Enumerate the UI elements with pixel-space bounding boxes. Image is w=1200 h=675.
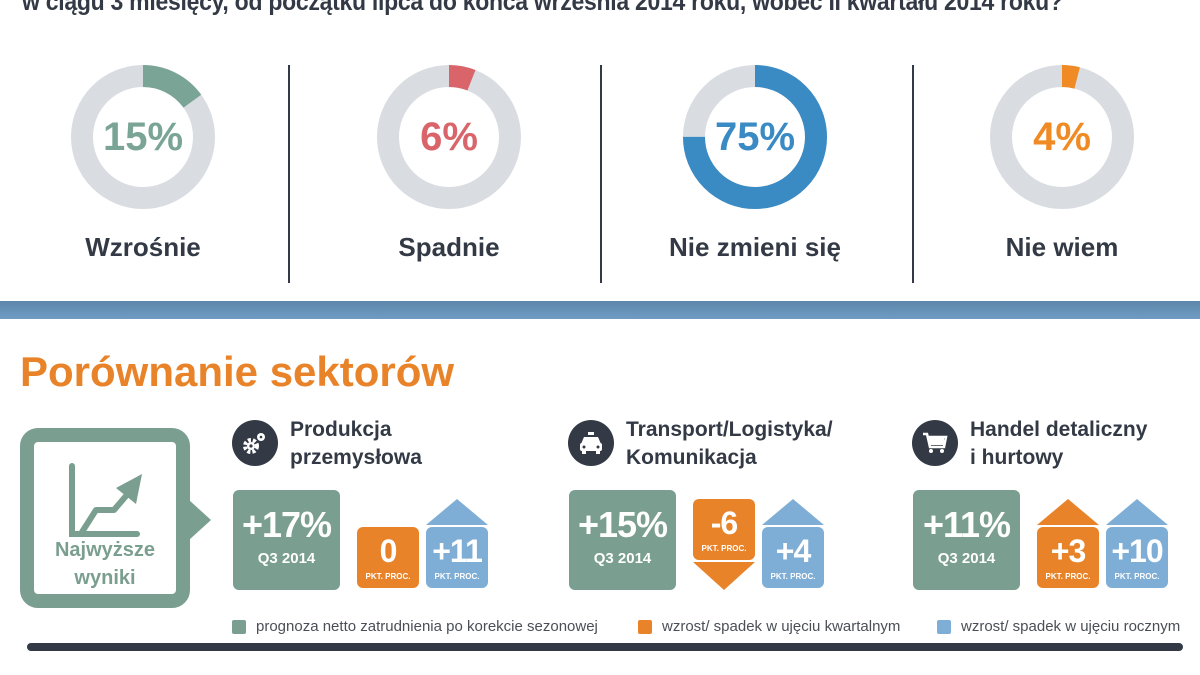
quarterly-change-unit: PKT. PROC.: [365, 572, 411, 581]
divider: [288, 65, 290, 283]
donut-value: 75%: [714, 115, 796, 159]
shopping-cart-icon: [912, 420, 958, 466]
donut-0: 15%: [68, 62, 218, 212]
sector-title: Produkcja przemysłowa: [290, 416, 422, 472]
donut-3: 4%: [987, 62, 1137, 212]
donut-value: 4%: [1033, 115, 1091, 159]
donut-label: Spadnie: [398, 232, 500, 262]
arrow-up-icon: [1106, 499, 1168, 525]
donut-1: 6%: [374, 62, 524, 212]
yearly-change-unit: PKT. PROC.: [770, 572, 816, 581]
forecast-period: Q3 2014: [257, 550, 316, 567]
legend-item: wzrost/ spadek w ujęciu rocznym: [937, 618, 1180, 635]
donut-value: 6%: [420, 115, 478, 159]
arrow-up-icon: [1037, 499, 1099, 525]
sector-title: Transport/Logistyka/Komunikacja: [626, 416, 833, 472]
forecast-value: +11%: [922, 504, 1011, 545]
donut-value: 15%: [102, 115, 184, 159]
top-label-line1: Najwyższe: [54, 539, 156, 561]
arrow-up-icon: [426, 499, 488, 525]
top-results-box: [20, 428, 190, 608]
sector-title-line1: Handel detaliczny: [970, 418, 1148, 441]
rising-chart-icon: [69, 463, 142, 537]
divider: [912, 65, 914, 283]
sector-title-line1: Produkcja: [290, 418, 392, 441]
donut-label: Nie zmieni się: [669, 232, 841, 262]
sector-title-line2: Komunikacja: [626, 446, 757, 469]
top-results-label: Najwyższe wyniki: [34, 536, 176, 592]
yearly-change-box: +10 PKT. PROC.: [1106, 527, 1168, 588]
legend-swatch: [937, 619, 951, 634]
yearly-change-box: +4 PKT. PROC.: [762, 527, 824, 588]
taxi-icon: [568, 420, 614, 466]
footer-bar: [27, 643, 1183, 651]
quarterly-change-box: 0 PKT. PROC.: [357, 527, 419, 588]
section-separator-band: [0, 301, 1200, 319]
forecast-box: +17% Q3 2014: [233, 490, 340, 590]
yearly-change-unit: PKT. PROC.: [434, 572, 480, 581]
forecast-period: Q3 2014: [937, 550, 996, 567]
forecast-box: +15% Q3 2014: [569, 490, 676, 590]
top-label-line2: wyniki: [74, 567, 136, 589]
donut-2: 75%: [680, 62, 830, 212]
donut-slice: [71, 65, 215, 209]
quarterly-change-box: +3 PKT. PROC.: [1037, 527, 1099, 588]
gears-icon: [232, 420, 278, 466]
forecast-value: +15%: [577, 504, 668, 545]
forecast-period: Q3 2014: [593, 550, 652, 567]
legend-label: wzrost/ spadek w ujęciu kwartalnym: [662, 618, 901, 635]
legend-swatch: [638, 619, 652, 634]
sector-title-line2: przemysłowa: [290, 446, 422, 469]
pointer-arrow: [189, 500, 211, 540]
yearly-change-value: +11: [432, 533, 483, 569]
forecast-value: +17%: [241, 504, 332, 545]
divider: [600, 65, 602, 283]
quarterly-change-value: 0: [379, 533, 398, 569]
quarterly-change-unit: PKT. PROC.: [1045, 572, 1091, 581]
sector-title-line2: i hurtowy: [970, 446, 1064, 469]
forecast-box: +11% Q3 2014: [913, 490, 1020, 590]
yearly-change-unit: PKT. PROC.: [1114, 572, 1160, 581]
legend-label: wzrost/ spadek w ujęciu rocznym: [961, 618, 1181, 635]
arrow-down-icon: [693, 562, 755, 590]
legend-label: prognoza netto zatrudnienia po korekcie …: [256, 618, 598, 635]
legend-item: wzrost/ spadek w ujęciu kwartalnym: [638, 618, 900, 635]
donut-label: Nie wiem: [1005, 232, 1119, 262]
section-title: Porównanie sektorów: [20, 348, 455, 395]
donut-slice: [377, 65, 521, 209]
donut-label: Wzrośnie: [85, 232, 201, 262]
quarterly-change-value: +3: [1050, 533, 1086, 569]
sector-title-line1: Transport/Logistyka/: [626, 418, 833, 441]
sector-title: Handel detaliczny i hurtowy: [970, 416, 1147, 472]
arrow-up-icon: [762, 499, 824, 525]
yearly-change-value: +4: [775, 533, 811, 569]
quarterly-change-unit: PKT. PROC.: [701, 544, 747, 553]
quarterly-change-box: -6 PKT. PROC.: [693, 499, 755, 560]
survey-question: w ciągu 3 miesięcy, od początku lipca do…: [22, 0, 1063, 16]
yearly-change-box: +11 PKT. PROC.: [426, 527, 488, 588]
donut-slice: [683, 65, 827, 209]
legend-item: prognoza netto zatrudnienia po korekcie …: [232, 618, 598, 635]
yearly-change-value: +10: [1111, 533, 1163, 569]
donut-slice: [990, 65, 1134, 209]
quarterly-change-value: -6: [710, 505, 738, 541]
legend-swatch: [232, 619, 246, 634]
